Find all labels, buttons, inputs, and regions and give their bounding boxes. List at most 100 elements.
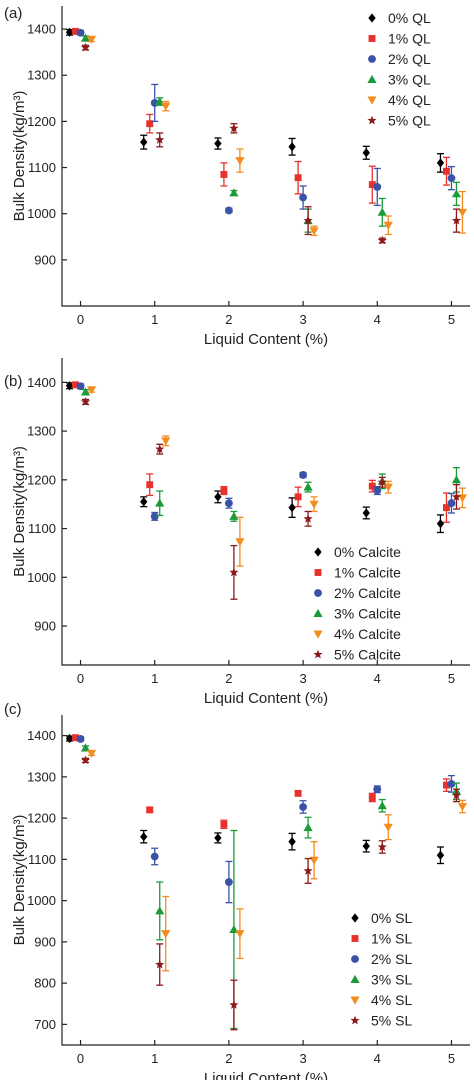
y-tick-label: 1400 — [27, 22, 56, 37]
legend-entry: 4% Calcite — [334, 626, 401, 642]
series-3 — [76, 28, 456, 215]
y-tick-label: 1200 — [27, 114, 56, 129]
x-axis-label: Liquid Content (%) — [204, 331, 328, 348]
legend-marker — [368, 55, 376, 63]
data-point — [451, 475, 462, 484]
y-tick-label: 800 — [34, 976, 56, 991]
data-point — [303, 215, 313, 225]
legend-entry: 1% QL — [388, 31, 431, 47]
legend-marker — [367, 96, 377, 105]
legend-entry: 5% Calcite — [334, 647, 401, 663]
legend-marker — [368, 13, 376, 23]
data-point — [303, 513, 313, 523]
legend-marker — [351, 955, 359, 963]
series-1 — [65, 381, 445, 534]
y-tick-label: 900 — [34, 934, 56, 949]
data-point — [303, 866, 313, 875]
data-point — [229, 188, 239, 197]
data-point — [80, 387, 91, 396]
data-point — [80, 755, 91, 765]
data-point — [146, 806, 154, 814]
data-point — [436, 850, 445, 860]
data-point — [443, 504, 450, 512]
x-tick-label: 3 — [299, 312, 306, 327]
legend-entry: 2% QL — [388, 51, 431, 67]
series-5 — [86, 35, 468, 237]
data-point — [299, 193, 308, 202]
data-point — [155, 906, 165, 915]
axis-lines — [61, 715, 470, 1046]
legend-entry: 0% QL — [388, 10, 431, 26]
data-point — [373, 785, 382, 794]
data-point — [229, 567, 239, 577]
legend-marker — [314, 569, 322, 576]
data-point — [150, 852, 159, 861]
data-point — [214, 833, 222, 843]
data-point — [383, 221, 393, 230]
data-point — [140, 137, 148, 147]
data-point — [155, 135, 165, 144]
x-tick-label: 4 — [374, 312, 381, 327]
legend-entry: 3% Calcite — [334, 606, 401, 622]
data-point — [65, 733, 74, 744]
data-point — [150, 512, 159, 521]
data-point — [76, 735, 85, 743]
data-point — [229, 1000, 239, 1009]
x-tick-label: 5 — [448, 312, 455, 327]
legend-entry: 4% QL — [388, 92, 431, 108]
data-point — [451, 790, 462, 800]
x-tick-label: 4 — [374, 671, 381, 686]
data-point — [373, 486, 382, 495]
legend-marker — [314, 547, 322, 557]
data-point — [457, 208, 468, 217]
data-point — [443, 167, 450, 175]
data-point — [65, 27, 74, 37]
data-point — [309, 500, 319, 509]
data-point — [76, 28, 85, 37]
y-tick-label: 1000 — [27, 893, 56, 908]
data-point — [288, 142, 296, 152]
series-6 — [80, 397, 462, 600]
data-point — [80, 33, 91, 42]
x-axis-label: Liquid Content (%) — [204, 1070, 328, 1080]
series-3 — [76, 735, 456, 904]
legend-marker — [350, 996, 360, 1005]
data-point — [383, 823, 393, 832]
data-point — [288, 503, 296, 513]
data-point — [220, 820, 228, 828]
data-point — [161, 437, 171, 446]
data-point — [155, 959, 165, 969]
legend-entry: 1% Calcite — [334, 565, 401, 581]
data-point — [288, 837, 296, 847]
data-point — [451, 215, 462, 225]
x-tick-label: 0 — [77, 312, 84, 327]
legend-marker — [350, 974, 360, 983]
legend-entry: 0% Calcite — [334, 544, 401, 560]
legend-marker — [367, 74, 377, 83]
series-5 — [86, 386, 468, 567]
y-tick-label: 700 — [34, 1017, 56, 1032]
legend-marker — [313, 649, 323, 659]
data-point — [294, 174, 302, 182]
data-point — [451, 189, 462, 198]
axis-lines — [61, 358, 470, 666]
data-point — [447, 499, 456, 508]
panel-label: (c) — [4, 701, 22, 718]
series-6 — [80, 755, 462, 1031]
data-point — [86, 749, 97, 758]
series-1 — [65, 733, 445, 865]
x-tick-label: 2 — [225, 671, 232, 686]
chart-panel-2: (b) 900 1000 1100 1200 1300 1400 0 1 2 3 4 5 Liquid C… — [4, 358, 470, 707]
data-point — [76, 382, 85, 391]
legend-entry: 2% SL — [371, 951, 412, 967]
data-point — [65, 381, 74, 391]
legend-marker — [350, 1015, 360, 1025]
data-point — [80, 743, 91, 752]
data-point — [377, 477, 387, 487]
legend-marker — [367, 115, 377, 125]
y-tick-label: 1300 — [27, 68, 56, 83]
x-tick-label: 1 — [151, 1051, 158, 1066]
data-point — [161, 930, 171, 939]
data-point — [377, 842, 387, 851]
data-point — [362, 841, 370, 851]
